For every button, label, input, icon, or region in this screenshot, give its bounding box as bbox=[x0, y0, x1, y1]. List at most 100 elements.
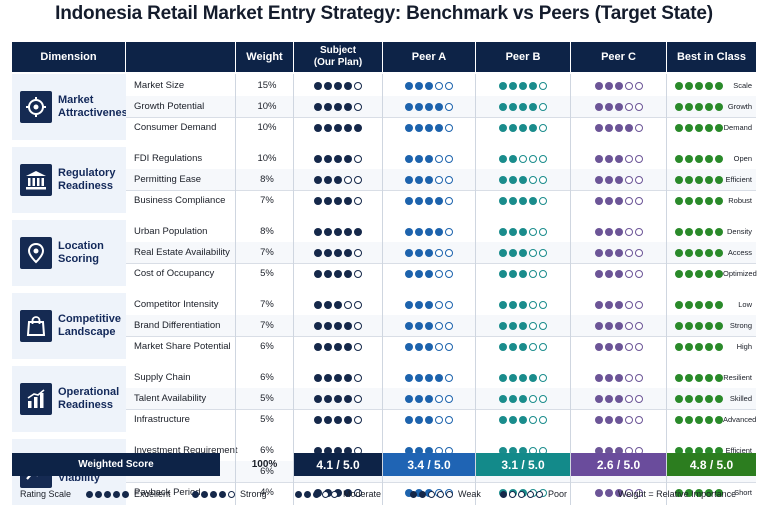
empty-dot bbox=[529, 300, 537, 309]
rating-cell-subject bbox=[294, 367, 382, 388]
filled-dot bbox=[425, 269, 433, 278]
empty-dot bbox=[445, 196, 453, 205]
empty-dot bbox=[435, 321, 443, 330]
criterion-name: Competitor Intensity bbox=[134, 299, 219, 310]
rating-dots bbox=[675, 269, 723, 278]
filled-dot bbox=[614, 415, 623, 424]
rating-cell-peer-a bbox=[383, 263, 475, 284]
criterion-weight: 7% bbox=[260, 247, 274, 258]
filled-dot bbox=[715, 446, 723, 455]
location-pin-icon bbox=[20, 237, 52, 269]
rating-cell-subject bbox=[294, 169, 382, 190]
criterion-name: Payback Period bbox=[134, 487, 201, 498]
filled-dot bbox=[509, 415, 517, 424]
rating-cell-peer-c bbox=[571, 117, 666, 138]
dimension-group: Competitive Landscape bbox=[12, 293, 126, 359]
filled-dot bbox=[614, 102, 623, 111]
score-peer-a: 3.4 / 5.0 bbox=[383, 453, 475, 476]
rating-cell-peer-b bbox=[476, 190, 570, 211]
filled-dot bbox=[675, 394, 683, 403]
filled-dot bbox=[354, 227, 362, 236]
filled-dot bbox=[705, 248, 713, 257]
filled-dot bbox=[685, 175, 693, 184]
filled-dot bbox=[715, 123, 723, 132]
filled-dot bbox=[715, 394, 723, 403]
filled-dot bbox=[415, 175, 423, 184]
empty-dot bbox=[446, 490, 453, 498]
filled-dot bbox=[604, 227, 613, 236]
header-peer-b: Peer B bbox=[476, 42, 570, 72]
table-row: Investment Requirement 6% Efficient bbox=[126, 440, 756, 462]
filled-dot bbox=[324, 373, 332, 382]
empty-dot bbox=[437, 490, 444, 498]
filled-dot bbox=[415, 248, 423, 257]
filled-dot bbox=[314, 248, 322, 257]
criterion-name: Talent Availability bbox=[134, 393, 207, 404]
filled-dot bbox=[695, 373, 703, 382]
filled-dot bbox=[705, 373, 713, 382]
filled-dot bbox=[519, 269, 527, 278]
filled-dot bbox=[499, 300, 507, 309]
score-best-in-class: 4.8 / 5.0 bbox=[667, 453, 756, 476]
rating-cell-peer-a bbox=[383, 75, 475, 96]
filled-dot bbox=[685, 300, 693, 309]
empty-dot bbox=[445, 321, 453, 330]
rating-dots bbox=[675, 102, 723, 111]
rating-dots bbox=[594, 123, 643, 132]
rating-legend: Rating Scale Excellent Strong Moderate Weak… bbox=[20, 487, 760, 501]
table-row: Brand Differentiation 7% Strong bbox=[126, 315, 756, 337]
rating-dots bbox=[314, 248, 362, 257]
filled-dot bbox=[499, 175, 507, 184]
rating-dots bbox=[314, 227, 362, 236]
rating-cell-best-in-class: Scale bbox=[667, 75, 756, 96]
legend-dots bbox=[86, 490, 129, 498]
legend-title: Rating Scale bbox=[20, 489, 72, 499]
empty-dot bbox=[354, 175, 362, 184]
filled-dot bbox=[614, 81, 623, 90]
empty-dot bbox=[435, 248, 443, 257]
filled-dot bbox=[614, 227, 623, 236]
filled-dot bbox=[344, 321, 352, 330]
rating-cell-subject bbox=[294, 315, 382, 336]
filled-dot bbox=[675, 123, 683, 132]
rating-dots bbox=[499, 269, 547, 278]
empty-dot bbox=[228, 490, 235, 498]
shopping-bag-icon bbox=[20, 310, 52, 342]
best-in-class-label: Efficient bbox=[725, 446, 752, 455]
filled-dot bbox=[594, 446, 603, 455]
dimension-label: Regulatory Readiness bbox=[58, 167, 116, 192]
filled-dot bbox=[614, 488, 623, 497]
rating-dots bbox=[499, 227, 547, 236]
filled-dot bbox=[405, 227, 413, 236]
filled-dot bbox=[705, 196, 713, 205]
filled-dot bbox=[334, 196, 342, 205]
filled-dot bbox=[715, 102, 723, 111]
filled-dot bbox=[715, 300, 723, 309]
empty-dot bbox=[529, 269, 537, 278]
header-peer-c: Peer C bbox=[571, 42, 666, 72]
legend-label: Strong bbox=[240, 489, 267, 499]
rating-cell-peer-c bbox=[571, 148, 666, 169]
filled-dot bbox=[499, 269, 507, 278]
rating-cell-peer-a bbox=[383, 315, 475, 336]
filled-dot bbox=[705, 300, 713, 309]
empty-dot bbox=[634, 227, 643, 236]
best-in-class-label: Scale bbox=[733, 81, 752, 90]
rating-cell-peer-c bbox=[571, 190, 666, 211]
criterion-name: Real Estate Availability bbox=[134, 247, 230, 258]
filled-dot bbox=[675, 175, 683, 184]
filled-dot bbox=[604, 154, 613, 163]
filled-dot bbox=[210, 490, 217, 498]
header-blank bbox=[126, 42, 235, 72]
empty-dot bbox=[529, 415, 537, 424]
rating-cell-peer-c bbox=[571, 336, 666, 357]
filled-dot bbox=[594, 488, 603, 497]
rating-dots bbox=[405, 196, 453, 205]
filled-dot bbox=[509, 342, 517, 351]
empty-dot bbox=[518, 490, 525, 498]
filled-dot bbox=[405, 446, 413, 455]
rating-cell-subject bbox=[294, 388, 382, 409]
filled-dot bbox=[675, 321, 683, 330]
filled-dot bbox=[715, 248, 723, 257]
best-in-class-label: Robust bbox=[728, 196, 752, 205]
